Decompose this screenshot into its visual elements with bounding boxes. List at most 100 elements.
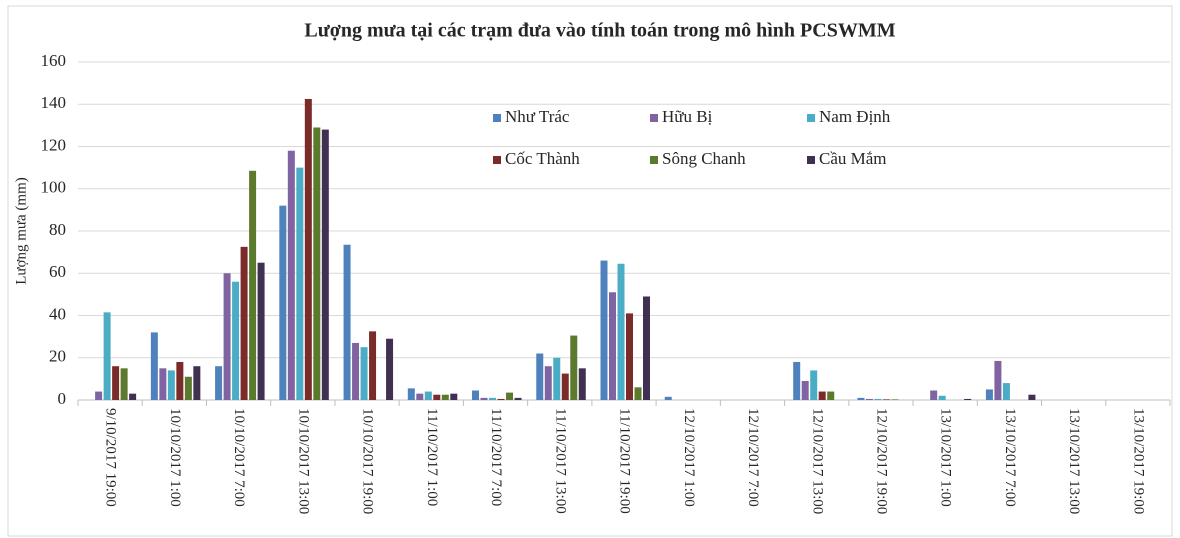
bar — [184, 376, 192, 400]
bar — [407, 388, 415, 400]
legend-swatch — [493, 156, 501, 164]
y-tick-label: 100 — [41, 178, 67, 197]
bar — [994, 360, 1002, 400]
legend-label: Sông Chanh — [662, 149, 746, 168]
bar — [938, 395, 946, 400]
bar — [865, 398, 873, 400]
bar — [304, 98, 312, 400]
x-tick-label: 9/10/2017 19:00 — [103, 408, 119, 507]
x-tick-label: 11/10/2017 19:00 — [617, 408, 633, 514]
x-tick-label: 10/10/2017 7:00 — [231, 408, 247, 507]
bar — [506, 392, 514, 400]
legend-label: Như Trác — [505, 107, 570, 126]
bar — [801, 380, 809, 400]
bar — [634, 387, 642, 400]
x-tick-label: 12/10/2017 19:00 — [874, 408, 890, 514]
bar — [617, 263, 625, 400]
bar — [472, 390, 480, 400]
bar — [167, 370, 175, 400]
legend-label: Cốc Thành — [505, 149, 580, 168]
bar — [441, 394, 449, 400]
bar — [643, 296, 650, 400]
bar — [287, 150, 295, 400]
bar — [793, 361, 801, 400]
bar — [159, 368, 167, 400]
bar — [176, 361, 184, 400]
bar — [120, 368, 128, 400]
bar — [386, 338, 394, 400]
y-axis-label: Lượng mưa (mm) — [13, 177, 29, 285]
bar — [257, 262, 265, 400]
bar — [150, 332, 158, 400]
x-tick-label: 10/10/2017 13:00 — [295, 408, 311, 514]
x-tick-label: 10/10/2017 1:00 — [167, 408, 183, 507]
bar — [818, 391, 826, 400]
bar — [369, 331, 377, 400]
y-tick-label: 120 — [41, 135, 67, 154]
y-tick-label: 160 — [41, 51, 67, 70]
bar — [193, 366, 201, 400]
bar — [232, 281, 240, 400]
y-tick-label: 140 — [41, 93, 67, 112]
bar — [497, 398, 505, 400]
bar — [424, 391, 432, 400]
bar — [514, 397, 522, 400]
bar — [536, 353, 544, 400]
bar — [600, 260, 608, 400]
bar — [664, 396, 672, 400]
bar — [215, 366, 223, 400]
bar — [874, 398, 882, 400]
bar — [103, 312, 111, 400]
bar — [827, 391, 835, 400]
x-tick-label: 13/10/2017 13:00 — [1066, 408, 1082, 514]
bar — [416, 393, 424, 400]
x-tick-label: 13/10/2017 1:00 — [938, 408, 954, 507]
bar — [810, 370, 818, 400]
bar — [313, 127, 321, 401]
legend-label: Cầu Mắm — [819, 149, 887, 168]
legend-label: Hữu Bị — [662, 107, 713, 126]
bar — [544, 366, 552, 400]
chart-border — [7, 5, 1173, 537]
bar — [480, 397, 488, 400]
x-tick-label: 11/10/2017 13:00 — [552, 408, 568, 514]
legend-swatch — [650, 114, 658, 122]
legend-label: Nam Định — [819, 107, 891, 126]
bar — [930, 390, 938, 400]
bar — [553, 357, 561, 400]
bar — [296, 167, 304, 400]
bar — [279, 205, 287, 400]
x-tick-label: 12/10/2017 7:00 — [745, 408, 761, 507]
legend-swatch — [807, 156, 815, 164]
y-tick-label: 80 — [49, 220, 66, 239]
bar — [249, 170, 257, 400]
bar — [240, 246, 248, 400]
y-tick-label: 20 — [49, 347, 66, 366]
bar — [561, 373, 569, 400]
bar — [1028, 394, 1036, 400]
y-tick-label: 60 — [49, 262, 66, 281]
chart-title: Lượng mưa tại các trạm đưa vào tính toán… — [304, 20, 895, 42]
bar — [343, 244, 351, 400]
bar — [360, 347, 368, 400]
bar — [570, 335, 578, 400]
x-tick-label: 12/10/2017 13:00 — [809, 408, 825, 514]
bar — [964, 398, 972, 400]
bar — [95, 391, 103, 400]
x-tick-label: 12/10/2017 1:00 — [681, 408, 697, 507]
bar — [433, 394, 441, 400]
legend-swatch — [650, 156, 658, 164]
bar — [112, 366, 120, 400]
x-tick-label: 13/10/2017 7:00 — [1002, 408, 1018, 507]
bar — [1002, 383, 1010, 400]
bar — [609, 292, 616, 400]
bar — [450, 393, 458, 400]
bar — [857, 397, 865, 400]
bar — [223, 273, 231, 400]
x-tick-label: 10/10/2017 19:00 — [360, 408, 376, 514]
bar — [352, 342, 360, 400]
bar — [489, 397, 497, 400]
x-tick-label: 11/10/2017 7:00 — [488, 408, 504, 506]
